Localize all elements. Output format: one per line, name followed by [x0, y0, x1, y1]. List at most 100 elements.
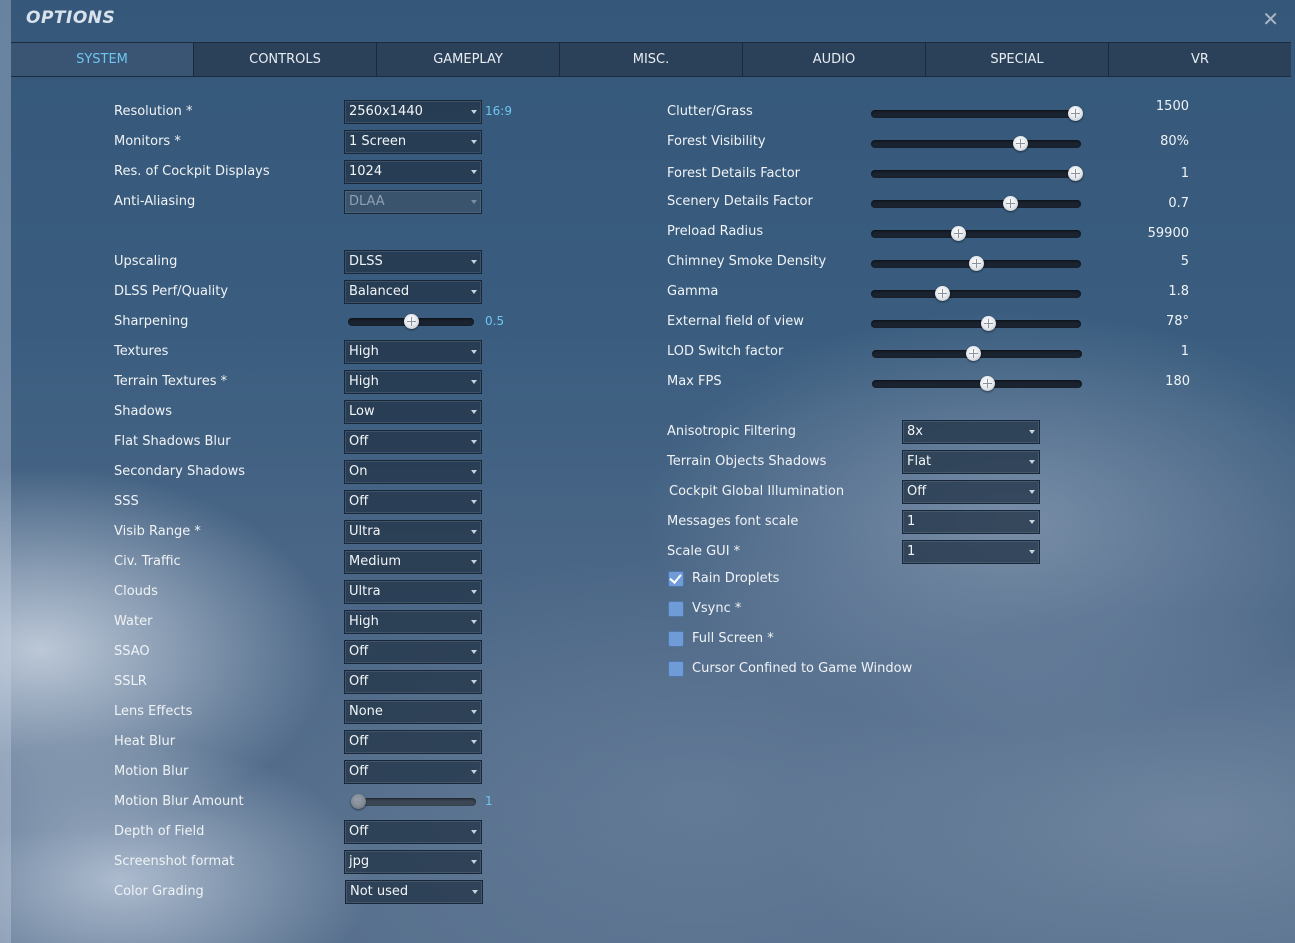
slider-knob[interactable] [980, 316, 996, 331]
color-grading-dropdown[interactable]: Not used [345, 880, 483, 904]
textures-dropdown[interactable]: High [344, 340, 482, 364]
chevron-down-icon [1029, 460, 1035, 464]
slider-knob[interactable] [979, 376, 995, 391]
preload-radius-value: 59900 [1147, 226, 1189, 241]
water-dropdown[interactable]: High [344, 610, 482, 634]
slider-knob[interactable] [1002, 196, 1018, 211]
terrain-obj-shadows-value: Flat [907, 454, 932, 469]
rain-droplets-label: Rain Droplets [692, 571, 780, 586]
screenshot-format-dropdown[interactable]: jpg [344, 850, 482, 874]
resolution-dropdown[interactable]: 2560x1440 [344, 100, 482, 124]
slider-knob[interactable] [966, 346, 982, 361]
forest-visibility-slider[interactable] [871, 134, 1081, 156]
slider-knob[interactable] [404, 314, 419, 329]
sharpening-slider[interactable] [348, 312, 474, 334]
close-icon[interactable]: ✕ [1262, 7, 1279, 31]
flat-shadows-blur-dropdown[interactable]: Off [344, 430, 482, 454]
motion-blur-amount-value: 1 [485, 794, 493, 808]
ssao-value: Off [349, 644, 369, 659]
chevron-down-icon [1029, 520, 1035, 524]
sharpening-value: 0.5 [485, 314, 505, 328]
sss-dropdown[interactable]: Off [344, 490, 482, 514]
rain-droplets-checkbox[interactable] [668, 571, 684, 587]
screenshot-format-label: Screenshot format [114, 854, 235, 869]
forest-visibility-label: Forest Visibility [667, 134, 766, 149]
gamma-slider[interactable] [871, 284, 1081, 306]
shadows-dropdown[interactable]: Low [344, 400, 482, 424]
chimney-smoke-slider[interactable] [871, 254, 1081, 276]
terrain-textures-dropdown[interactable]: High [344, 370, 482, 394]
scenery-details-value: 0.7 [1168, 196, 1189, 211]
tab-vr[interactable]: VR [1108, 43, 1291, 76]
tab-system[interactable]: SYSTEM [11, 43, 193, 76]
clouds-value: Ultra [349, 584, 381, 599]
motion-blur-label: Motion Blur [114, 764, 189, 779]
secondary-shadows-value: On [349, 464, 368, 479]
cockpit-res-dropdown[interactable]: 1024 [344, 160, 482, 184]
tab-gameplay[interactable]: GAMEPLAY [376, 43, 559, 76]
anisotropic-dropdown[interactable]: 8x [902, 420, 1040, 444]
civ-traffic-label: Civ. Traffic [114, 554, 181, 569]
sslr-value: Off [349, 674, 369, 689]
slider-track [352, 798, 476, 806]
heat-blur-dropdown[interactable]: Off [344, 730, 482, 754]
tab-misc[interactable]: MISC. [559, 43, 742, 76]
chevron-down-icon [1029, 490, 1035, 494]
external-fov-slider[interactable] [871, 314, 1081, 336]
upscaling-label: Upscaling [114, 254, 178, 269]
scenery-details-label: Scenery Details Factor [667, 194, 813, 209]
slider-knob[interactable] [1068, 106, 1083, 121]
screenshot-format-value: jpg [349, 854, 370, 869]
clouds-label: Clouds [114, 584, 158, 599]
slider-knob[interactable] [951, 226, 967, 241]
max-fps-slider[interactable] [872, 374, 1082, 396]
full-screen-checkbox[interactable] [668, 631, 684, 647]
chevron-down-icon [1029, 430, 1035, 434]
cursor-confined-label: Cursor Confined to Game Window [692, 661, 913, 676]
slider-knob[interactable] [1068, 166, 1083, 181]
scale-gui-dropdown[interactable]: 1 [902, 540, 1040, 564]
preload-radius-slider[interactable] [871, 224, 1081, 246]
sslr-dropdown[interactable]: Off [344, 670, 482, 694]
tab-audio[interactable]: AUDIO [742, 43, 925, 76]
forest-visibility-value: 80% [1160, 134, 1189, 149]
vsync-checkbox[interactable] [668, 601, 684, 617]
chevron-down-icon [471, 860, 477, 864]
slider-knob[interactable] [935, 286, 951, 301]
terrain-obj-shadows-dropdown[interactable]: Flat [902, 450, 1040, 474]
cockpit-res-label: Res. of Cockpit Displays [114, 164, 270, 179]
motion-blur-amount-slider [351, 792, 476, 814]
chevron-down-icon [471, 560, 477, 564]
tab-controls[interactable]: CONTROLS [193, 43, 376, 76]
chevron-down-icon [471, 530, 477, 534]
lens-effects-dropdown[interactable]: None [344, 700, 482, 724]
cursor-confined-checkbox[interactable] [668, 661, 684, 677]
cockpit-gi-dropdown[interactable]: Off [902, 480, 1040, 504]
clutter-grass-slider[interactable] [871, 104, 1083, 126]
depth-of-field-dropdown[interactable]: Off [344, 820, 482, 844]
ssao-dropdown[interactable]: Off [344, 640, 482, 664]
upscaling-dropdown[interactable]: DLSS [344, 250, 482, 274]
secondary-shadows-dropdown[interactable]: On [344, 460, 482, 484]
dlss-quality-dropdown[interactable]: Balanced [344, 280, 482, 304]
slider-track [871, 170, 1081, 178]
flat-shadows-blur-value: Off [349, 434, 369, 449]
scenery-details-slider[interactable] [871, 194, 1081, 216]
title-bar: OPTIONS ✕ [11, 0, 1295, 42]
chevron-down-icon [471, 440, 477, 444]
slider-knob[interactable] [1012, 136, 1028, 151]
msg-font-scale-dropdown[interactable]: 1 [902, 510, 1040, 534]
monitors-dropdown[interactable]: 1 Screen [344, 130, 482, 154]
slider-knob[interactable] [969, 256, 984, 271]
lod-switch-slider[interactable] [872, 344, 1082, 366]
anti-aliasing-dropdown: DLAA [344, 190, 482, 214]
civ-traffic-dropdown[interactable]: Medium [344, 550, 482, 574]
chevron-down-icon [471, 380, 477, 384]
motion-blur-dropdown[interactable]: Off [344, 760, 482, 784]
chevron-down-icon [471, 470, 477, 474]
tab-special[interactable]: SPECIAL [925, 43, 1108, 76]
clouds-dropdown[interactable]: Ultra [344, 580, 482, 604]
visib-range-dropdown[interactable]: Ultra [344, 520, 482, 544]
forest-details-slider[interactable] [871, 164, 1083, 186]
depth-of-field-value: Off [349, 824, 369, 839]
